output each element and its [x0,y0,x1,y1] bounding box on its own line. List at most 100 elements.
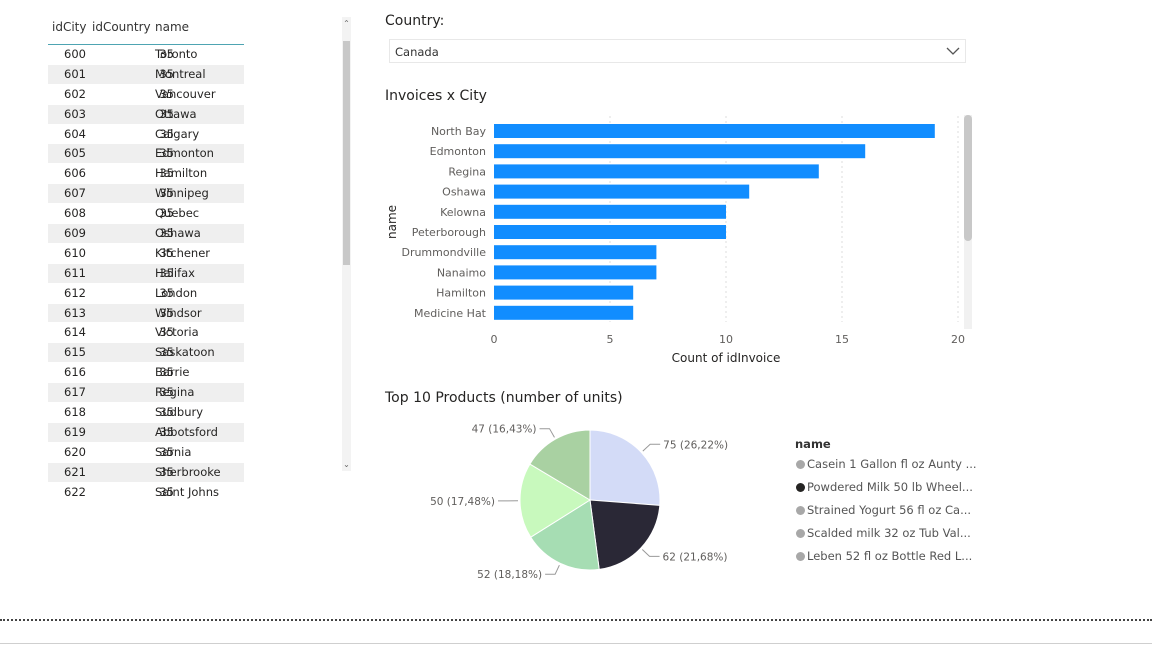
pie-legend: name Casein 1 Gallon fl oz Aunty ... Powd… [795,437,977,572]
legend-label: Leben 52 fl oz Bottle Red L... [807,549,973,563]
column-header-idcountry[interactable]: idCountry [92,20,151,34]
cell-idcountry: 35 [159,405,174,420]
cell-name: Barrie [155,365,190,380]
table-row[interactable]: 611 35 Halifax [48,263,244,284]
column-header-name[interactable]: name [155,20,190,34]
table-row[interactable]: 614 35 Victoria [48,323,244,344]
table-row[interactable]: 621 35 Sherbrooke [48,462,244,483]
legend-dot-icon [796,529,805,538]
bar[interactable] [494,124,935,138]
cell-idcountry: 35 [159,385,174,400]
table-row[interactable]: 604 35 Calgary [48,125,244,145]
pie-slice[interactable] [589,429,661,506]
city-table: idCity idCountry name 600 35 Toronto 601 35 M… [48,14,244,503]
cell-idcountry: 35 [159,365,174,380]
cell-idcity: 609 [64,226,86,241]
cell-name: Sherbrooke [155,464,221,479]
pie-slice[interactable] [529,429,591,501]
cell-name: London [155,285,198,300]
table-row[interactable]: 620 35 Sarnia [48,443,244,463]
cell-name: Kitchener [155,245,211,260]
legend-item[interactable]: Powdered Milk 50 lb Wheel... [795,480,977,503]
invoices-by-city-chart: 0 5 10 15 20 North Bay Edmonton Regina Oshawa Kel… [385,116,965,365]
legend-item[interactable]: Leben 52 fl oz Bottle Red L... [795,549,977,572]
table-row[interactable]: 606 35 Hamilton [48,164,244,185]
table-row[interactable]: 600 35 Toronto [48,45,244,65]
table-row[interactable]: 605 35 Edmonton [48,144,244,165]
cell-idcountry: 35 [159,305,174,320]
table-body: 600 35 Toronto 601 35 Montreal 602 35 Vancouver 6… [48,45,244,503]
table-row[interactable]: 617 35 Regina [48,383,244,404]
x-axis-title: Count of idInvoice [672,351,781,365]
legend-item[interactable]: Scalded milk 32 oz Tub Val... [795,526,977,549]
x-tick-label: 20 [951,333,965,346]
cell-name: Vancouver [155,86,216,101]
cell-idcountry: 35 [159,206,174,221]
bar-chart-scroll-thumb[interactable] [964,115,972,241]
column-header-idcity[interactable]: idCity [52,20,87,34]
pie-leader-line [641,549,660,557]
category-label: Peterborough [412,226,486,239]
table-row[interactable]: 616 35 Barrie [48,363,244,384]
pie-slice[interactable] [530,499,600,571]
chevron-down-icon[interactable] [945,43,961,63]
table-row[interactable]: 601 35 Montreal [48,64,244,85]
cell-idcity: 622 [64,484,86,499]
cell-name: Sarnia [155,444,192,459]
table-row[interactable]: 613 35 Windsor [48,303,244,324]
table-row[interactable]: 602 35 Vancouver [48,85,244,105]
table-scroll-thumb[interactable] [343,41,350,265]
category-label: Edmonton [430,145,486,158]
cell-name: Saint Johns [155,484,219,499]
bar[interactable] [494,225,726,239]
bar[interactable] [494,285,634,300]
country-dropdown[interactable]: Canada [389,39,966,63]
table-row[interactable]: 609 35 Oshawa [48,224,244,244]
bar[interactable] [494,204,726,219]
cell-idcity: 610 [64,245,86,260]
table-row[interactable]: 622 35 Saint Johns [48,483,244,503]
cell-idcity: 619 [64,424,86,439]
pie-data-label: 52 (18,18%) [477,569,542,581]
legend-label: Scalded milk 32 oz Tub Val... [807,526,971,540]
legend-item[interactable]: Strained Yogurt 56 fl oz Ca... [795,503,977,526]
pie-slice[interactable] [519,463,591,538]
bar[interactable] [494,164,819,179]
legend-dot-icon [796,460,805,469]
cell-name: Victoria [155,325,199,340]
cell-idcountry: 35 [159,484,174,499]
cell-name: Sudbury [155,405,204,420]
cell-name: Montreal [155,66,206,81]
pie-slice[interactable] [589,499,661,570]
cell-idcountry: 35 [159,345,174,360]
legend-item[interactable]: Casein 1 Gallon fl oz Aunty ... [795,457,977,480]
table-row[interactable]: 615 35 Saskatoon [48,343,244,364]
cell-idcity: 614 [64,325,86,340]
cell-idcity: 601 [64,66,86,81]
category-label: Nanaimo [437,266,486,279]
bar[interactable] [494,245,657,260]
x-tick-label: 10 [719,333,733,346]
bar[interactable] [494,184,750,199]
bar[interactable] [494,144,866,159]
table-row[interactable]: 603 35 Ottawa [48,104,244,125]
table-row[interactable]: 618 35 Sudbury [48,403,244,423]
cell-idcountry: 35 [159,126,174,141]
top-products-pie-chart: 75 (26,22%) 62 (21,68%) 52 (18,18%) 50 (17,… [430,424,728,582]
scroll-down-arrow-icon[interactable]: ⌄ [343,460,350,469]
cell-name: Oshawa [155,226,201,241]
table-row[interactable]: 607 35 Winnipeg [48,184,244,205]
scroll-up-arrow-icon[interactable]: ⌃ [343,19,350,28]
bar[interactable] [494,305,634,320]
table-row[interactable]: 608 35 Quebec [48,204,244,225]
table-row[interactable]: 612 35 London [48,284,244,304]
bar-chart-scrollbar[interactable] [964,115,972,329]
cell-idcountry: 35 [159,186,174,201]
x-tick-label: 5 [607,333,614,346]
table-row[interactable]: 619 35 Abbotsford [48,422,244,443]
bar[interactable] [494,265,657,280]
category-label: Hamilton [436,287,486,300]
table-scrollbar[interactable]: ⌃ ⌄ [342,17,351,471]
table-row[interactable]: 610 35 Kitchener [48,244,244,264]
cell-idcity: 603 [64,106,86,121]
